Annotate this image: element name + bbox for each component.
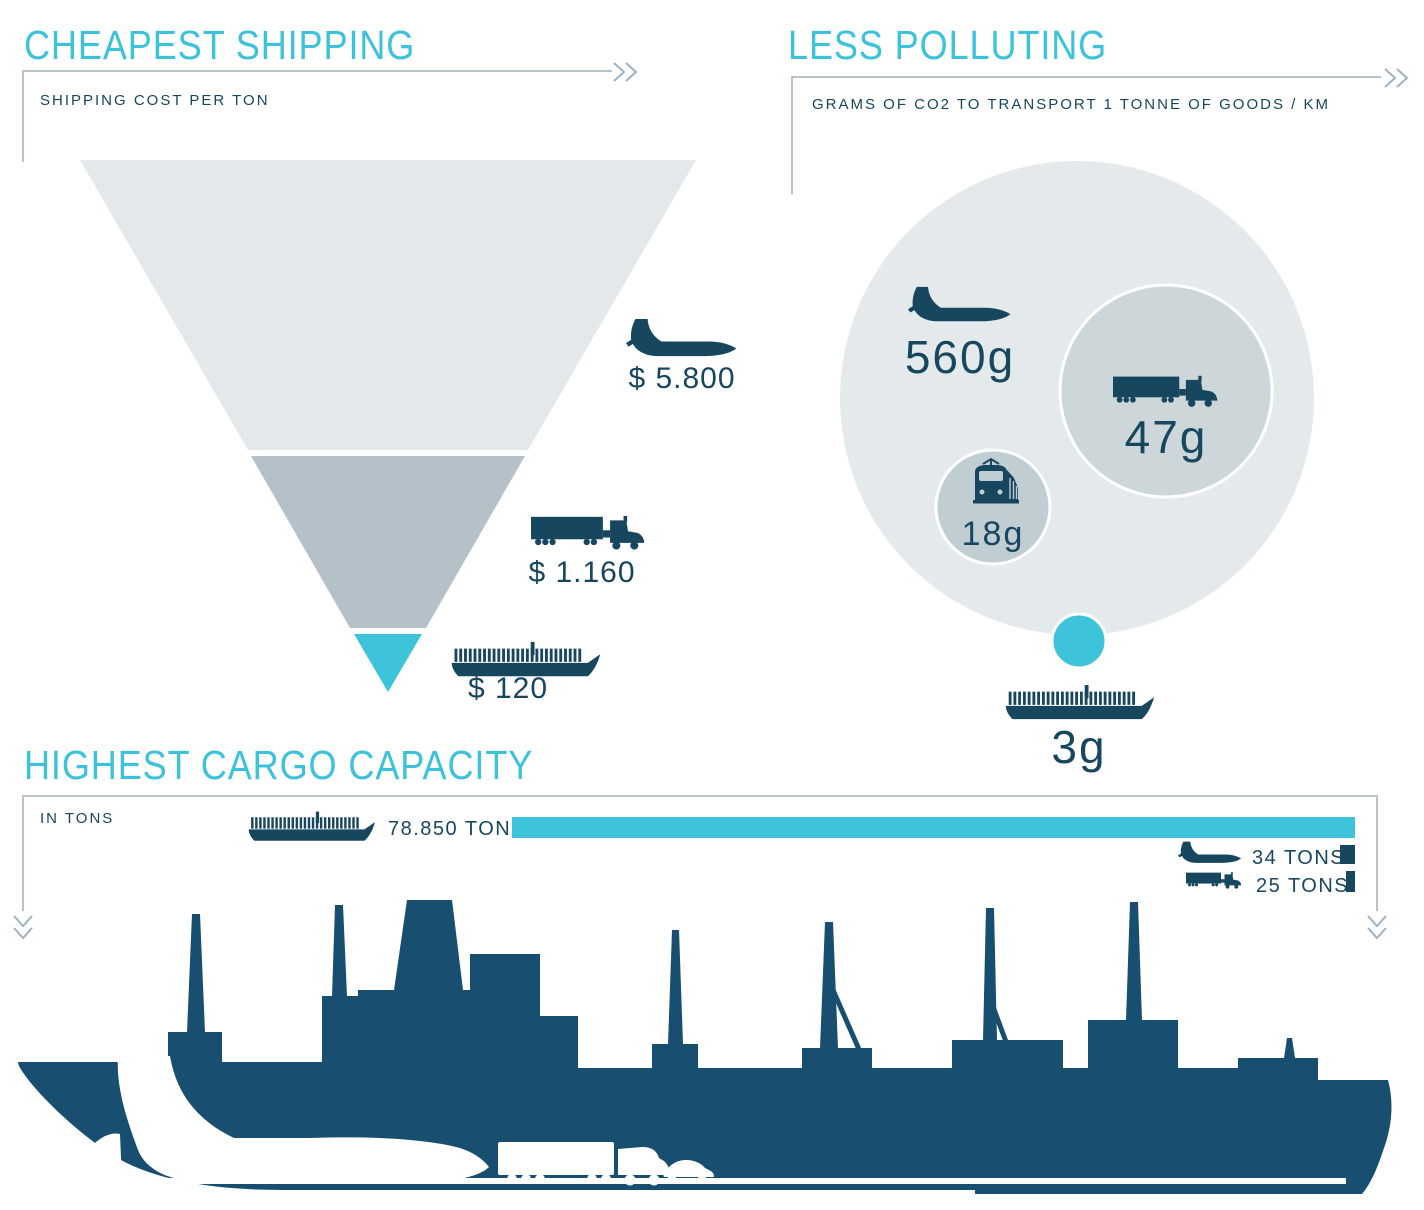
cargo-capacity-title: HIGHEST CARGO CAPACITY <box>24 742 534 788</box>
capacity-ship-bar <box>512 817 1355 838</box>
section-divider-line <box>22 795 1378 797</box>
co2-plane-label: 560g <box>905 331 1015 383</box>
co2-train-label: 18g <box>962 515 1025 553</box>
cutout-plane-silhouette <box>117 1056 489 1182</box>
container-ship-icon <box>246 810 376 844</box>
shipping-cost-funnel-chart <box>80 160 696 692</box>
funnel-segment-ship <box>354 634 422 692</box>
truck-icon <box>1186 871 1242 890</box>
cost-ship-label: $ 120 <box>467 672 549 705</box>
capacity-truck-label: 25 TONS <box>1256 875 1350 897</box>
chevron-right-icon <box>612 61 640 83</box>
train-icon <box>973 457 1019 504</box>
ship-hull <box>18 900 1392 1194</box>
cutout-plane-tail-lower <box>93 1133 122 1182</box>
ship-boom <box>830 988 871 1072</box>
chevron-right-icon <box>1383 67 1411 89</box>
section-frame-line <box>22 70 24 162</box>
capacity-truck-bar <box>1346 871 1355 892</box>
plane-icon <box>1178 841 1242 864</box>
cheapest-shipping-title: CHEAPEST SHIPPING <box>24 22 416 68</box>
truck-icon <box>531 514 646 552</box>
section-divider-line <box>22 70 612 72</box>
container-ship-icon <box>1006 685 1154 719</box>
cheapest-shipping-subtitle: SHIPPING COST PER TON <box>40 92 270 109</box>
cutout-truck-silhouette <box>498 1142 670 1186</box>
co2-bubble-chart: 560g 47g 18g 3g <box>840 161 1314 773</box>
cost-truck-label: $ 1.160 <box>528 556 636 589</box>
co2-truck-label: 47g <box>1125 411 1208 463</box>
cutout-car-silhouette <box>663 1160 714 1182</box>
cargo-ship-silhouette <box>18 900 1392 1194</box>
capacity-ship-label: 78.850 TONS <box>388 818 527 840</box>
section-frame-line-right <box>1376 795 1378 911</box>
less-polluting-title: LESS POLLUTING <box>788 22 1108 68</box>
bubble-ship <box>1050 612 1108 670</box>
bubble-train <box>934 448 1052 566</box>
funnel-segment-plane <box>80 160 696 450</box>
plane-icon <box>626 318 738 358</box>
capacity-plane-label: 34 TONS <box>1252 847 1346 869</box>
ship-boom <box>989 1003 1018 1067</box>
section-frame-line <box>791 76 793 194</box>
section-divider-line <box>791 76 1381 78</box>
capacity-plane-bar <box>1340 845 1355 864</box>
cost-plane-label: $ 5.800 <box>628 362 736 395</box>
co2-ship-label: 3g <box>1051 721 1106 773</box>
funnel-segment-truck <box>251 456 525 628</box>
section-frame-line-left <box>22 795 24 911</box>
less-polluting-subtitle: GRAMS OF CO2 TO TRANSPORT 1 TONNE OF GOO… <box>812 96 1330 113</box>
cutout-ground-line <box>64 1178 1346 1184</box>
cargo-capacity-subtitle: IN TONS <box>40 810 115 827</box>
